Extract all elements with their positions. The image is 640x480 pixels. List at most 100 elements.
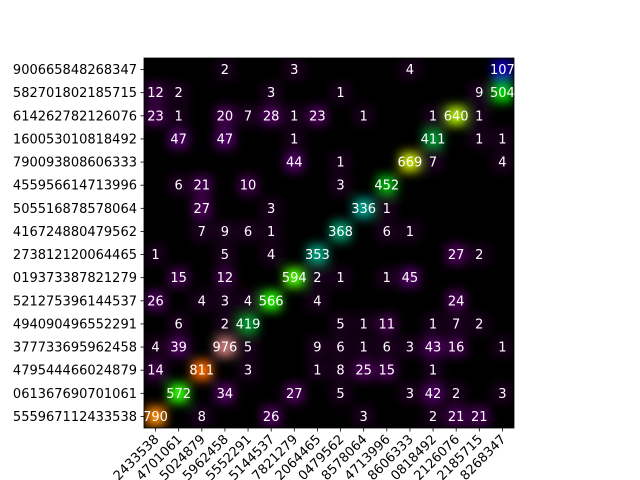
heatmap-cell xyxy=(192,221,212,242)
heatmap-cell xyxy=(377,314,397,334)
heatmap-cell xyxy=(168,314,189,334)
heatmap-cell xyxy=(492,59,513,80)
cell-value-label: 14 xyxy=(147,364,164,379)
heatmap-cell xyxy=(168,267,189,288)
cell-value-label: 1 xyxy=(360,341,368,356)
heatmap-cell xyxy=(307,106,328,126)
y-tick-label: 455956614713996 xyxy=(13,179,137,194)
cell-value-label: 1 xyxy=(175,109,183,124)
cell-value-label: 4 xyxy=(313,294,321,309)
cell-value-label: 26 xyxy=(263,410,280,425)
cell-value-label: 1 xyxy=(313,364,321,379)
cell-value-label: 21 xyxy=(194,179,211,194)
heatmap-cell xyxy=(377,360,397,380)
cell-value-label: 43 xyxy=(425,341,442,356)
heatmap-cell xyxy=(192,198,212,219)
cell-value-label: 8 xyxy=(198,410,206,425)
cell-value-label: 23 xyxy=(147,109,164,124)
cell-value-label: 42 xyxy=(425,387,442,402)
heatmap-cell xyxy=(400,221,420,242)
cell-value-label: 1 xyxy=(498,132,506,147)
heatmap-cell xyxy=(261,406,281,427)
y-tick-label: 521275396144537 xyxy=(13,294,137,309)
heatmap-cell xyxy=(423,337,443,357)
heatmap-cell xyxy=(423,106,443,126)
heatmap-cell xyxy=(446,244,466,265)
cell-value-label: 6 xyxy=(175,317,183,332)
cell-value-label: 336 xyxy=(351,202,376,217)
heatmap-cell xyxy=(238,291,258,311)
cell-value-label: 15 xyxy=(170,271,187,286)
cell-value-label: 20 xyxy=(217,109,234,124)
cell-value-label: 12 xyxy=(217,271,234,286)
heatmap-cell xyxy=(492,383,513,404)
cell-value-label: 21 xyxy=(471,410,488,425)
cell-value-label: 6 xyxy=(383,341,391,356)
cell-value-label: 3 xyxy=(360,410,368,425)
cell-value-label: 7 xyxy=(198,225,206,240)
heatmap-cell xyxy=(261,291,281,311)
heatmap-cell xyxy=(330,383,351,404)
heatmap-cell xyxy=(145,106,166,126)
cell-value-label: 1 xyxy=(360,109,368,124)
heatmap-cell xyxy=(192,360,212,380)
cell-value-label: 3 xyxy=(267,86,275,101)
heatmap-cell xyxy=(469,244,490,265)
heatmap-cell xyxy=(168,129,189,149)
cell-value-label: 1 xyxy=(290,132,298,147)
heatmap-cell xyxy=(400,337,420,357)
plot-frame xyxy=(143,57,515,429)
cell-value-label: 6 xyxy=(383,225,391,240)
cell-value-label: 28 xyxy=(263,109,280,124)
heatmap-cell xyxy=(423,406,443,427)
cell-value-label: 3 xyxy=(406,387,414,402)
cell-value-label: 1 xyxy=(383,202,391,217)
cell-value-label: 10 xyxy=(240,179,257,194)
y-tick-label: 273812120064465 xyxy=(13,248,137,263)
heatmap-cell xyxy=(377,198,397,219)
y-axis-ticks: 555967112433538 061367690701061 4795444660… xyxy=(13,63,144,425)
cell-value-label: 1 xyxy=(406,225,414,240)
cell-value-label: 452 xyxy=(374,179,399,194)
cell-value-label: 39 xyxy=(170,341,187,356)
heatmap-cell xyxy=(284,267,305,288)
cell-value-label: 572 xyxy=(166,387,191,402)
cell-value-label: 504 xyxy=(490,86,515,101)
heatmap-cell xyxy=(168,175,189,195)
cell-value-label: 1 xyxy=(336,271,344,286)
heatmap-cell xyxy=(446,383,466,404)
heatmap-cell xyxy=(330,152,351,172)
heatmap-cell xyxy=(330,360,351,380)
heatmap-cell xyxy=(192,406,212,427)
cell-value-label: 1 xyxy=(429,109,437,124)
cell-value-label: 8 xyxy=(336,364,344,379)
heatmap-cell xyxy=(446,314,466,334)
cell-value-label: 1 xyxy=(151,248,159,263)
heatmap-cell xyxy=(192,291,212,311)
cell-value-label: 7 xyxy=(429,156,437,171)
heatmap-cell xyxy=(353,314,374,334)
heatmap-cell xyxy=(215,221,235,242)
heatmap-cell xyxy=(238,175,258,195)
heatmap-cell xyxy=(353,106,374,126)
cell-value-label: 6 xyxy=(244,225,252,240)
cell-value-label: 2 xyxy=(475,248,483,263)
cell-value-label: 3 xyxy=(406,341,414,356)
cell-value-label: 26 xyxy=(147,294,164,309)
heatmap-cell xyxy=(261,82,281,103)
heatmap-cell xyxy=(400,59,420,80)
cell-value-label: 3 xyxy=(244,364,252,379)
cell-value-label: 790 xyxy=(143,410,168,425)
cell-value-label: 2 xyxy=(452,387,460,402)
heatmap-cell xyxy=(330,221,351,242)
cell-value-label: 4 xyxy=(198,294,206,309)
x-axis-ticks: 2433538470106150248795962458555229151445… xyxy=(111,428,509,480)
cell-value-label: 21 xyxy=(448,410,465,425)
heatmap-cell xyxy=(168,82,189,103)
cell-value-label: 1 xyxy=(360,317,368,332)
heatmap-cell xyxy=(238,106,258,126)
cell-value-label: 1 xyxy=(475,109,483,124)
cell-value-label: 811 xyxy=(189,364,214,379)
heatmap-cell xyxy=(307,244,328,265)
